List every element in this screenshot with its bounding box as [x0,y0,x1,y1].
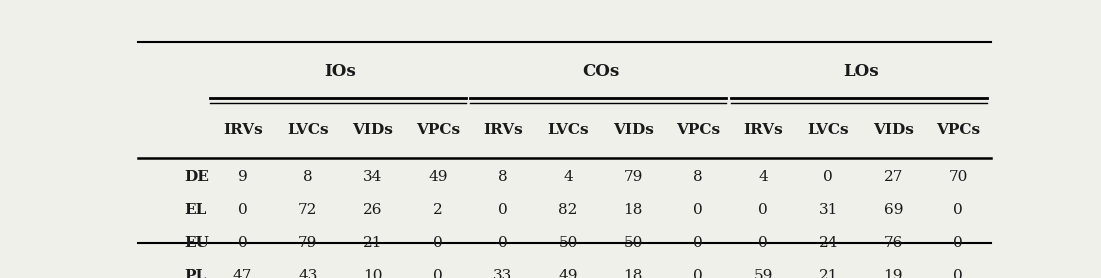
Text: 0: 0 [433,269,443,278]
Text: 0: 0 [953,236,963,250]
Text: 0: 0 [759,203,768,217]
Text: 0: 0 [238,203,248,217]
Text: 49: 49 [428,170,448,184]
Text: 79: 79 [623,170,643,184]
Text: 18: 18 [623,269,643,278]
Text: 26: 26 [363,203,382,217]
Text: 27: 27 [884,170,903,184]
Text: 8: 8 [498,170,508,184]
Text: 59: 59 [753,269,773,278]
Text: 0: 0 [953,269,963,278]
Text: 50: 50 [558,236,578,250]
Text: 0: 0 [433,236,443,250]
Text: 43: 43 [298,269,317,278]
Text: 76: 76 [884,236,903,250]
Text: 0: 0 [498,236,508,250]
Text: COs: COs [582,63,619,80]
Text: 0: 0 [238,236,248,250]
Text: 4: 4 [563,170,573,184]
Text: 4: 4 [759,170,768,184]
Text: 69: 69 [884,203,903,217]
Text: 47: 47 [233,269,252,278]
Text: VIDs: VIDs [873,123,914,137]
Text: 19: 19 [884,269,903,278]
Text: 0: 0 [694,269,704,278]
Text: DE: DE [185,170,209,184]
Text: 31: 31 [818,203,838,217]
Text: 34: 34 [363,170,382,184]
Text: VIDs: VIDs [352,123,393,137]
Text: 82: 82 [558,203,578,217]
Text: LOs: LOs [843,63,879,80]
Text: IRVs: IRVs [743,123,783,137]
Text: IRVs: IRVs [222,123,262,137]
Text: 21: 21 [818,269,838,278]
Text: LVCs: LVCs [287,123,328,137]
Text: 18: 18 [623,203,643,217]
Text: 8: 8 [694,170,702,184]
Text: 0: 0 [759,236,768,250]
Text: IRVs: IRVs [483,123,523,137]
Text: IOs: IOs [325,63,356,80]
Text: 0: 0 [694,203,704,217]
Text: VIDs: VIDs [612,123,654,137]
Text: 10: 10 [363,269,382,278]
Text: 0: 0 [824,170,833,184]
Text: LVCs: LVCs [807,123,849,137]
Text: 70: 70 [949,170,968,184]
Text: 72: 72 [298,203,317,217]
Text: VPCs: VPCs [936,123,980,137]
Text: 50: 50 [623,236,643,250]
Text: 0: 0 [953,203,963,217]
Text: 0: 0 [694,236,704,250]
Text: PL: PL [185,269,207,278]
Text: VPCs: VPCs [416,123,460,137]
Text: 33: 33 [493,269,513,278]
Text: EL: EL [185,203,207,217]
Text: 0: 0 [498,203,508,217]
Text: VPCs: VPCs [676,123,720,137]
Text: 8: 8 [303,170,313,184]
Text: LVCs: LVCs [547,123,589,137]
Text: 21: 21 [363,236,382,250]
Text: 9: 9 [238,170,248,184]
Text: 24: 24 [818,236,838,250]
Text: 2: 2 [433,203,443,217]
Text: EU: EU [185,236,209,250]
Text: 79: 79 [298,236,317,250]
Text: 49: 49 [558,269,578,278]
